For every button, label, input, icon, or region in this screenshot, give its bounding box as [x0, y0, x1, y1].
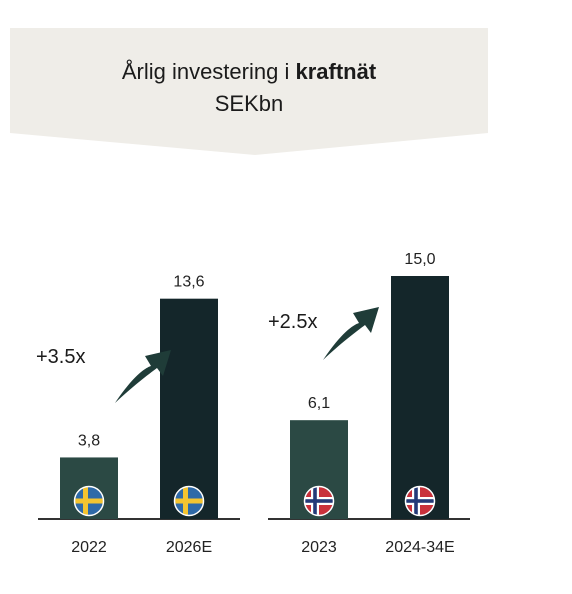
sweden-flag-icon [73, 485, 105, 517]
title-banner [10, 28, 488, 155]
title-prefix: Årlig investering i [122, 59, 296, 84]
bar-norway-2024-34e [391, 276, 449, 519]
norway-flag-icon [404, 485, 436, 517]
value-label-norway-2024-34e: 15,0 [404, 251, 435, 268]
multiplier-norway: +2.5x [268, 311, 317, 333]
value-label-sweden-2022: 3,8 [78, 432, 100, 449]
bar-sweden-2026e [160, 298, 218, 519]
growth-arrow-icon [115, 350, 171, 403]
multiplier-sweden: +3.5x [36, 346, 85, 368]
category-label-2026e: 2026E [166, 539, 212, 556]
bars-layer: 3,8 2022 13,6 2026E +3.5x 6,1 2023 15,0 2024-34E… [36, 251, 470, 556]
category-label-2024-34e: 2024-34E [385, 539, 454, 556]
category-label-2022: 2022 [71, 539, 107, 556]
sweden-flag-icon [173, 485, 205, 517]
chart-title: Årlig investering i kraftnät [122, 59, 377, 84]
category-label-2023: 2023 [301, 539, 337, 556]
norway-flag-icon [303, 485, 335, 517]
title-bold: kraftnät [295, 59, 376, 84]
chart-unit: SEKbn [215, 91, 284, 116]
value-label-norway-2023: 6,1 [308, 395, 330, 412]
value-label-sweden-2026e: 13,6 [173, 274, 204, 291]
growth-arrow-icon [323, 307, 379, 360]
